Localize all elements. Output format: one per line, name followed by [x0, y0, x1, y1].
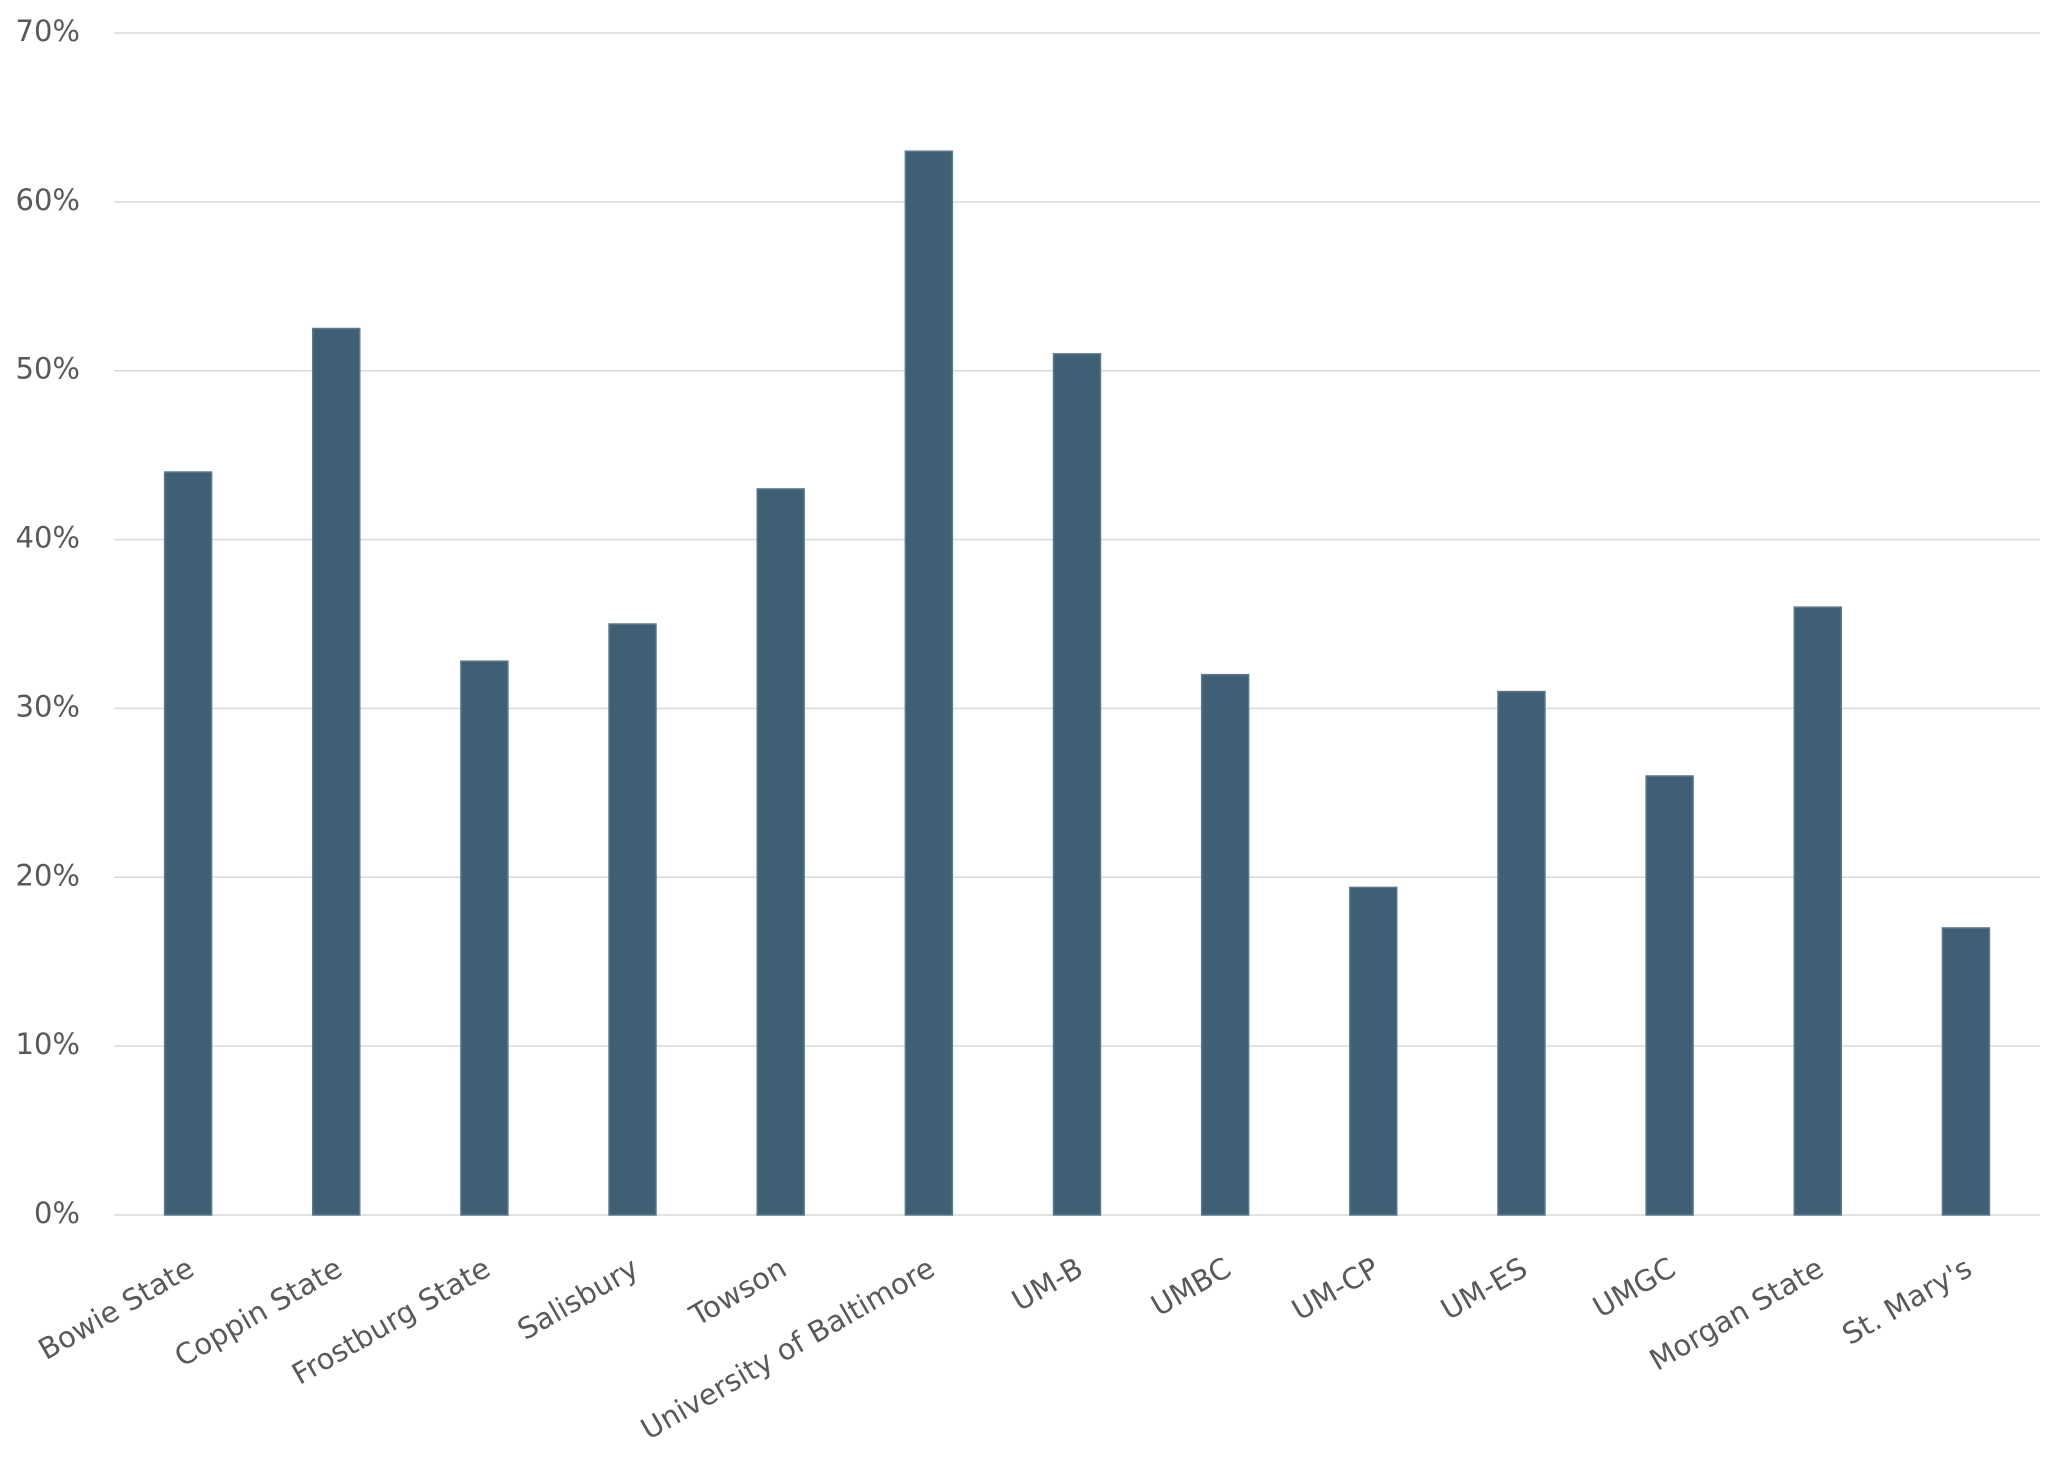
bar	[608, 623, 657, 1216]
y-tick-label: 40%	[16, 521, 80, 555]
bar	[1497, 690, 1546, 1216]
bar	[1941, 927, 1991, 1216]
x-tick-label: St. Mary's	[1836, 1251, 1977, 1352]
y-tick-label: 60%	[16, 183, 80, 217]
bar	[904, 150, 954, 1216]
y-tick-label: 20%	[16, 858, 80, 892]
x-tick-label: UM-B	[1006, 1251, 1088, 1318]
bar	[1052, 353, 1102, 1216]
bar	[311, 327, 361, 1216]
bar	[460, 660, 509, 1216]
x-tick-label: UM-ES	[1435, 1251, 1533, 1327]
x-tick-label: UMGC	[1587, 1251, 1681, 1325]
bar	[1200, 673, 1250, 1216]
x-tick-label: Towson	[683, 1251, 792, 1334]
y-tick-label: 10%	[16, 1027, 80, 1061]
bar	[1645, 775, 1694, 1216]
bar	[1349, 886, 1398, 1216]
y-tick-label: 70%	[16, 14, 80, 48]
y-tick-label: 30%	[16, 689, 80, 723]
bar	[1793, 606, 1843, 1216]
x-tick-label: UM-CP	[1286, 1251, 1385, 1328]
x-tick-label: UMBC	[1145, 1251, 1236, 1323]
x-tick-label: Salisbury	[512, 1251, 644, 1347]
bar	[756, 488, 805, 1216]
y-tick-label: 50%	[16, 352, 80, 386]
y-tick-label: 0%	[34, 1196, 80, 1230]
bar	[163, 471, 213, 1216]
